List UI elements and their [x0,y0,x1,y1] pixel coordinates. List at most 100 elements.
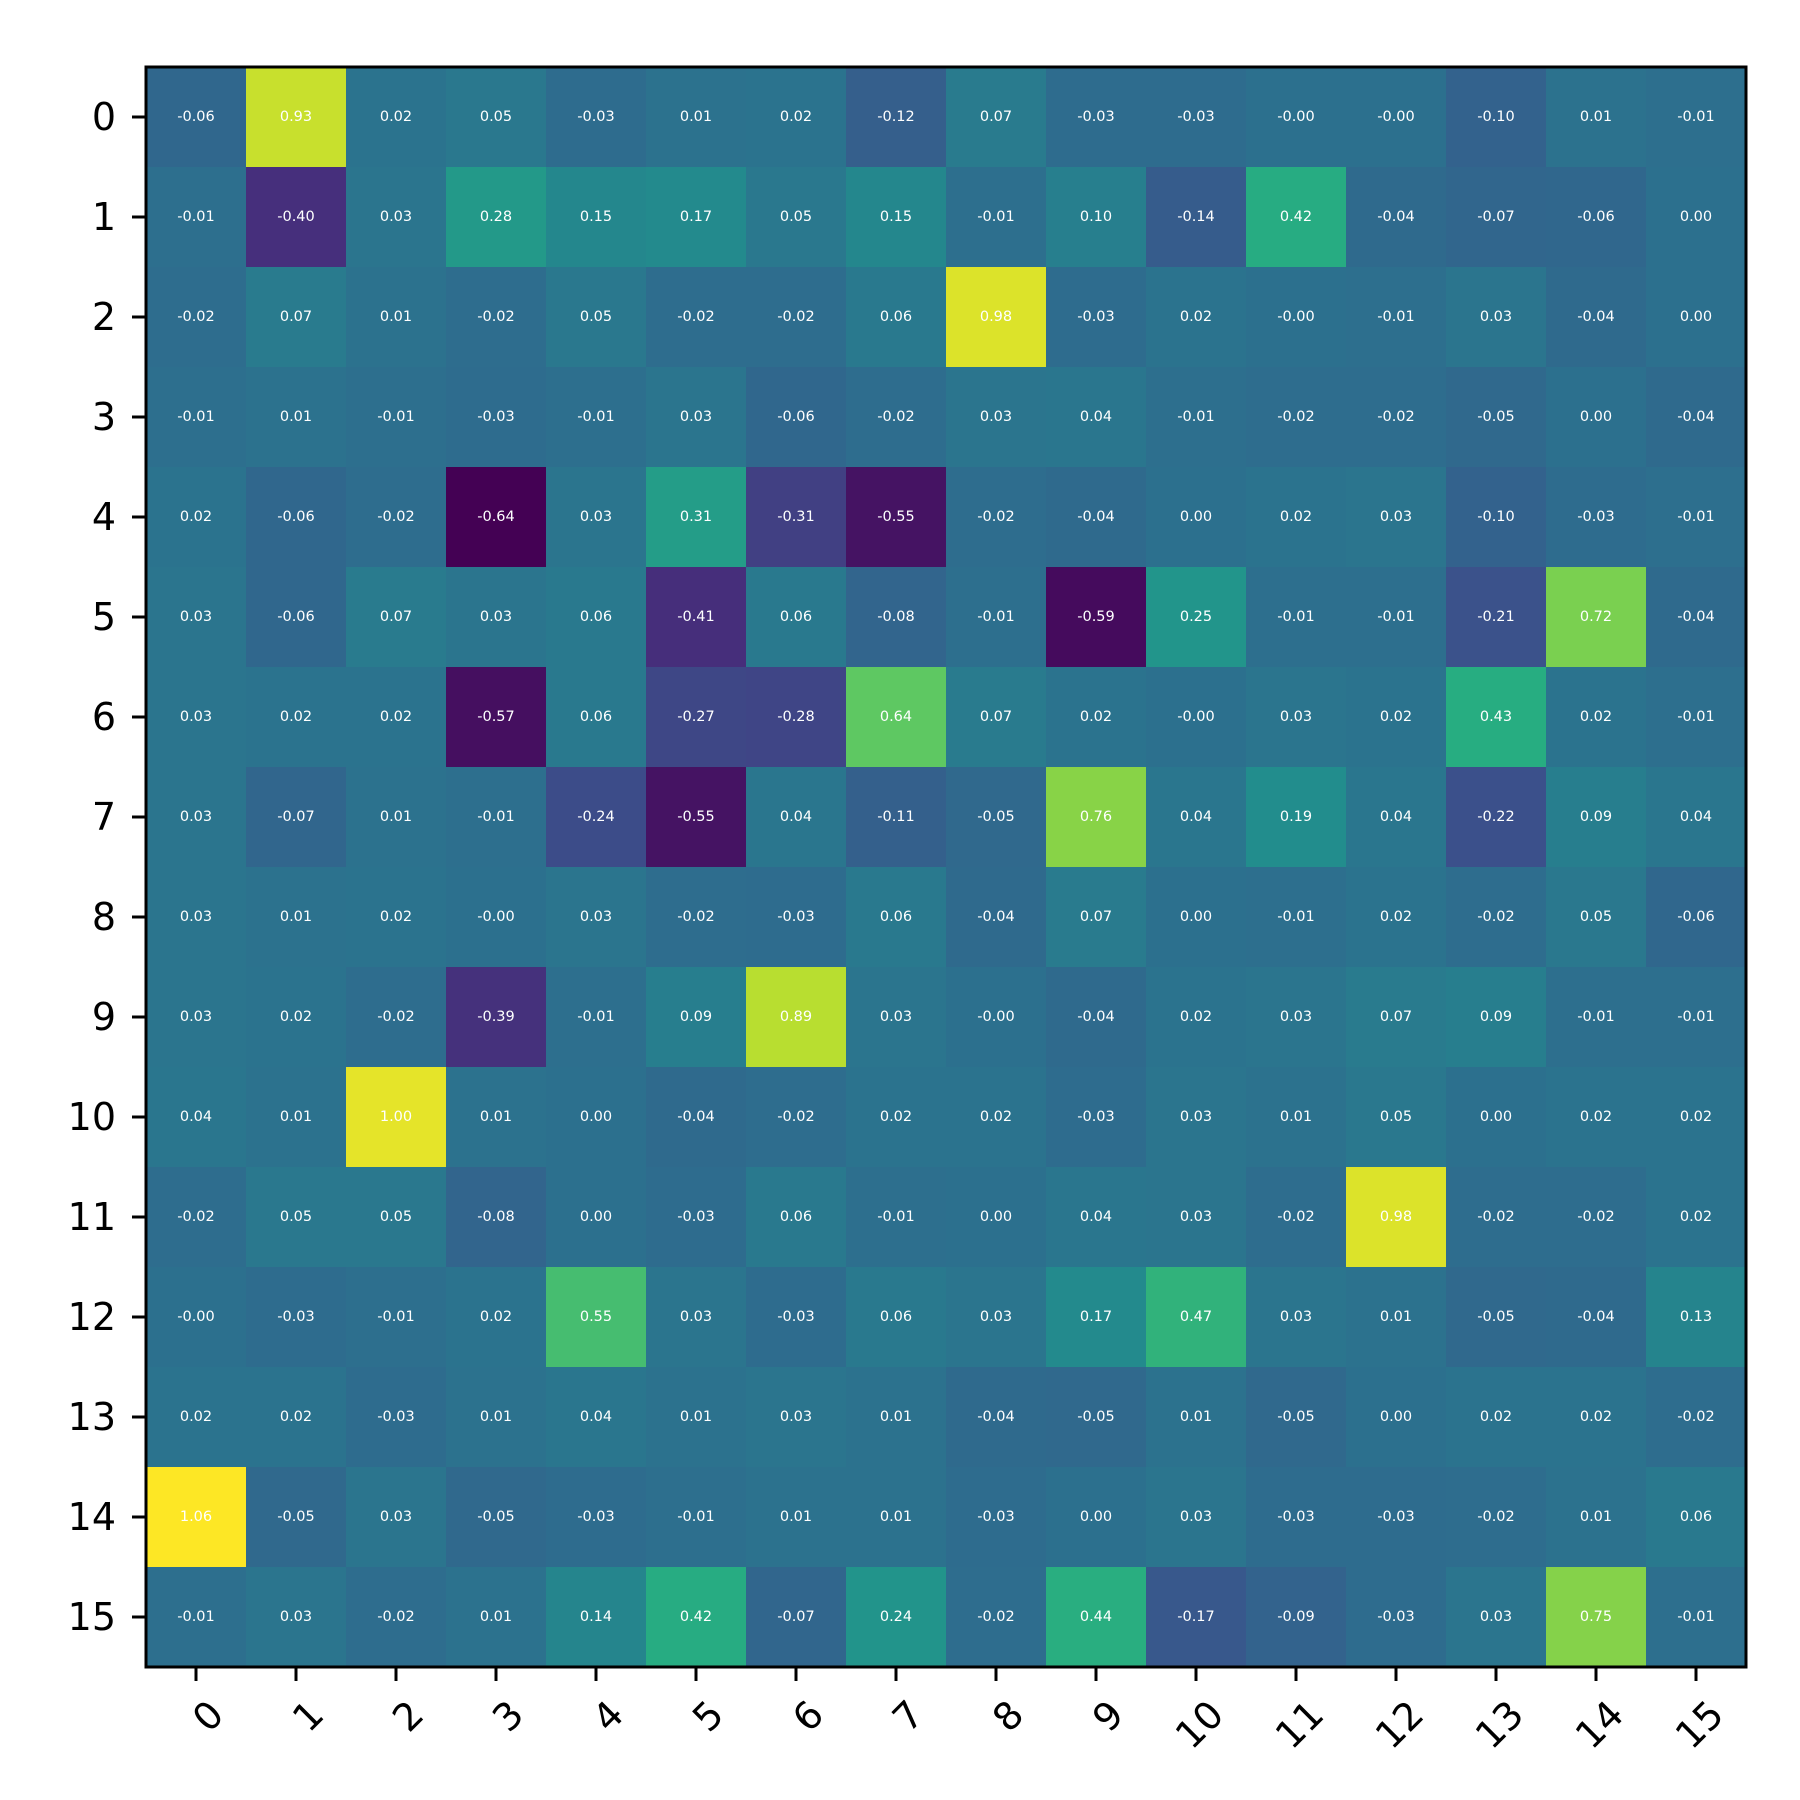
heatmap-cell-r13-c5 [646,1367,747,1468]
y-tick-label: 1 [92,195,116,239]
heatmap-cell-r12-c6 [746,1267,847,1368]
heatmap-cell-r4-c2 [346,467,447,568]
cell-value-label: 0.03 [180,609,212,625]
cell-value-label: -0.03 [577,1509,615,1525]
heatmap-cells [146,67,1747,1668]
heatmap-cell-r2-c14 [1546,267,1647,368]
cell-value-label: 0.05 [580,309,612,325]
cell-value-label: 0.04 [780,809,812,825]
cell-value-label: -0.01 [177,409,215,425]
cell-value-label: -0.01 [677,1509,715,1525]
heatmap-cell-r0-c4 [546,67,647,168]
cell-value-label: -0.27 [677,709,715,725]
cell-value-label: -0.01 [1177,409,1215,425]
heatmap-cell-r6-c15 [1646,667,1747,768]
heatmap-cell-r2-c6 [746,267,847,368]
heatmap-cell-r11-c9 [1046,1167,1147,1268]
cell-value-label: 0.02 [980,1109,1012,1125]
heatmap-cell-r6-c6 [746,667,847,768]
heatmap-cell-r6-c9 [1046,667,1147,768]
y-tick-label: 12 [68,1295,116,1339]
heatmap-cell-r15-c13 [1446,1567,1547,1668]
heatmap-cell-r8-c2 [346,867,447,968]
cell-value-label: 0.00 [580,1209,612,1225]
cell-value-label: -0.04 [1677,409,1715,425]
cell-value-label: -0.39 [477,1009,515,1025]
heatmap-cell-r6-c12 [1346,667,1447,768]
heatmap-cell-r5-c2 [346,567,447,668]
cell-value-label: 0.75 [1580,1609,1612,1625]
heatmap-cell-r2-c7 [846,267,947,368]
heatmap-cell-r13-c7 [846,1367,947,1468]
heatmap-cell-r4-c15 [1646,467,1747,568]
heatmap-cell-r3-c4 [546,367,647,468]
cell-value-label: 0.47 [1180,1309,1212,1325]
cell-value-label: 0.04 [1680,809,1712,825]
cell-value-label: -0.01 [377,409,415,425]
heatmap-cell-r2-c11 [1246,267,1347,368]
cell-value-label: 0.04 [1080,1209,1112,1225]
heatmap-cell-r10-c9 [1046,1067,1147,1168]
cell-value-label: -0.02 [677,309,715,325]
heatmap-cell-r0-c1 [246,67,347,168]
cell-value-label: -0.10 [1477,509,1515,525]
cell-value-label: -0.55 [877,509,915,525]
heatmap-cell-r13-c12 [1346,1367,1447,1468]
cell-value-label: -0.03 [1077,109,1115,125]
cell-value-label: 0.01 [880,1509,912,1525]
cell-value-label: -0.02 [477,309,515,325]
cell-value-label: 0.76 [1080,809,1112,825]
cell-value-label: 0.43 [1480,709,1512,725]
cell-value-label: -0.03 [1577,509,1615,525]
cell-value-label: -0.02 [777,309,815,325]
heatmap-cell-r11-c13 [1446,1167,1547,1268]
heatmap-cell-r15-c0 [146,1567,247,1668]
heatmap-cell-r3-c9 [1046,367,1147,468]
cell-value-label: -0.01 [1377,309,1415,325]
heatmap-cell-r8-c4 [546,867,647,968]
heatmap-cell-r14-c8 [946,1467,1047,1568]
heatmap-cell-r2-c2 [346,267,447,368]
heatmap-cell-r7-c6 [746,767,847,868]
cell-value-label: 0.03 [180,709,212,725]
heatmap-cell-r1-c14 [1546,167,1647,268]
cell-value-label: -0.00 [1377,109,1415,125]
cell-value-label: -0.07 [777,1609,815,1625]
heatmap-cell-r9-c2 [346,967,447,1068]
x-tick-label: 14 [1567,1692,1632,1757]
heatmap-cell-r1-c6 [746,167,847,268]
cell-value-label: -0.05 [277,1509,315,1525]
heatmap-cell-r1-c5 [646,167,747,268]
cell-value-label: 0.02 [780,109,812,125]
cell-value-label: -0.11 [877,809,915,825]
cell-value-label: 0.02 [1580,1109,1612,1125]
cell-value-label: 0.25 [1180,609,1212,625]
cell-value-label: -0.06 [777,409,815,425]
cell-value-label: -0.02 [1677,1409,1715,1425]
heatmap-cell-r3-c2 [346,367,447,468]
heatmap-cell-r8-c10 [1146,867,1247,968]
cell-value-label: 0.06 [580,709,612,725]
cell-value-label: 0.03 [1480,309,1512,325]
cell-value-label: 0.04 [1180,809,1212,825]
heatmap-cell-r13-c6 [746,1367,847,1468]
heatmap-cell-r0-c2 [346,67,447,168]
cell-value-label: 0.64 [880,709,912,725]
cell-value-label: 0.01 [1180,1409,1212,1425]
heatmap-cell-r1-c13 [1446,167,1547,268]
heatmap-cell-r9-c0 [146,967,247,1068]
heatmap-cell-r11-c14 [1546,1167,1647,1268]
y-tick-label: 14 [68,1495,116,1539]
cell-value-label: 0.07 [980,109,1012,125]
x-tick-label: 10 [1167,1692,1232,1757]
heatmap-cell-r2-c15 [1646,267,1747,368]
heatmap-cell-r14-c9 [1046,1467,1147,1568]
heatmap-cell-r3-c5 [646,367,747,468]
y-tick-label: 6 [92,695,116,739]
heatmap-cell-r0-c13 [1446,67,1547,168]
cell-value-label: -0.02 [977,509,1015,525]
cell-value-label: 0.89 [780,1009,812,1025]
heatmap-cell-r2-c8 [946,267,1047,368]
cell-value-label: 0.09 [680,1009,712,1025]
x-tick-label: 5 [684,1692,732,1740]
